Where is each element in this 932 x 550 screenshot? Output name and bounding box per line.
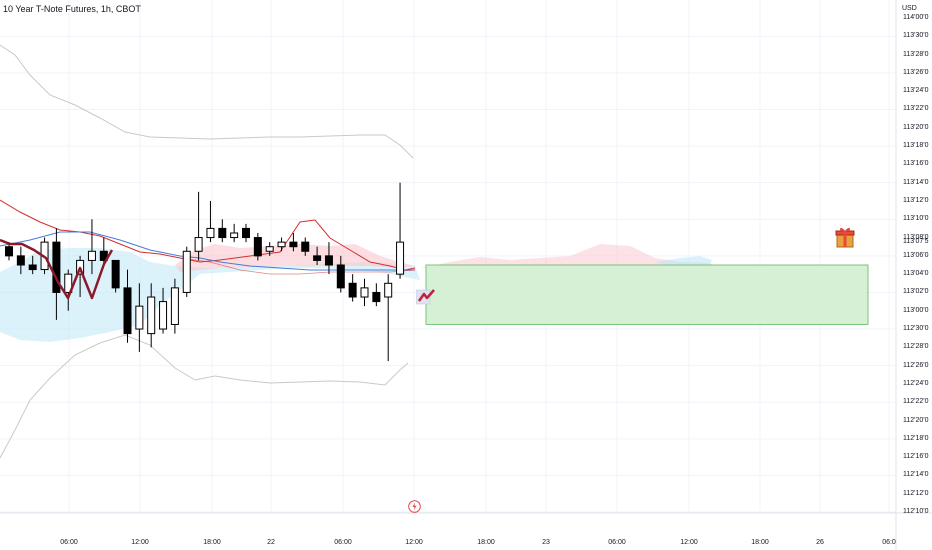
price-axis-label: 113'00'0	[903, 306, 929, 314]
price-axis-label: 112'10'0	[903, 508, 929, 515]
target-zone-box	[425, 264, 869, 325]
price-axis-label: 113'16'0	[903, 160, 929, 168]
lagging-line	[179, 257, 416, 275]
candle-bear	[253, 237, 262, 257]
chart-title: 10 Year T-Note Futures, 1h, CBOT	[3, 4, 141, 14]
candle-bear	[372, 291, 381, 303]
strategy-icon[interactable]	[415, 288, 436, 306]
price-axis-label: 113'26'0	[903, 68, 929, 76]
time-axis-label: 12:00	[680, 539, 698, 546]
candle-bull	[147, 296, 156, 335]
time-axis-label: 06:00	[608, 539, 626, 546]
price-axis-label: 113'04'0	[903, 270, 929, 278]
lightning-icon[interactable]	[408, 500, 421, 513]
candle-bull	[159, 301, 168, 330]
price-axis-label: 112'26'0	[903, 361, 929, 369]
upper-band	[0, 44, 414, 159]
price-axis-label: 113'06'0	[903, 251, 929, 259]
price-axis-label: 113'30'0	[903, 32, 929, 40]
time-axis-label: 18:00	[203, 539, 221, 546]
price-axis-label: 112'24'0	[903, 379, 929, 387]
candle-bull	[135, 305, 144, 330]
candle-bull	[194, 237, 203, 252]
tenkan-line	[0, 199, 416, 271]
price-axis-label: 112'18'0	[903, 434, 929, 442]
candle-bear	[301, 241, 310, 252]
price-axis-label: 113'22'0	[903, 105, 929, 113]
candle-bear	[218, 227, 227, 239]
time-axis-label: 22	[267, 539, 275, 546]
price-axis-label: 112'30'0	[903, 325, 929, 333]
currency-label: USD	[902, 5, 917, 12]
candle-bear	[289, 241, 298, 248]
candle-bull	[384, 282, 393, 298]
price-axis-label: 113'10'0	[903, 215, 929, 223]
indicator-lines	[0, 199, 416, 275]
time-axis-label: 26	[816, 539, 824, 546]
candle-bull	[182, 250, 191, 293]
price-axis-label: 113'28'0	[903, 50, 929, 58]
candle-bear	[123, 287, 132, 335]
bollinger-bands	[0, 44, 414, 459]
price-axis-label: 113'18'0	[903, 142, 929, 150]
price-axis-label: 113'07'5	[903, 238, 929, 246]
cloud-bull	[0, 248, 420, 342]
time-axis-label: 18:00	[477, 539, 495, 546]
candle-bear	[313, 255, 322, 261]
lower-band	[0, 334, 409, 459]
time-axis-label: 23	[542, 539, 550, 546]
candle-bull	[360, 287, 369, 298]
candle-bull	[265, 246, 274, 252]
target-zone[interactable]	[425, 264, 869, 325]
price-axis-label: 112'14'0	[903, 471, 929, 479]
cloud-bear	[175, 244, 415, 272]
candle-bull	[64, 273, 73, 293]
chart-grid	[0, 0, 896, 513]
candle-bull	[206, 227, 215, 239]
gift-icon[interactable]	[835, 226, 855, 248]
price-axis-label: 112'22'0	[903, 398, 929, 406]
zigzag-line	[0, 238, 114, 300]
zigzag-pattern	[0, 238, 114, 300]
candle-bear	[242, 227, 250, 239]
candle-bear	[5, 246, 13, 257]
candle-bear	[28, 264, 37, 271]
time-axis-label: 12:00	[131, 539, 149, 546]
candle-bear	[336, 264, 345, 289]
candle-bull	[87, 250, 96, 261]
time-axis-label: 06:0	[882, 539, 896, 546]
price-axis-label: 113'14'0	[903, 178, 929, 186]
candlesticks	[5, 182, 405, 362]
candle-bear	[348, 282, 357, 298]
price-axis-label: 113'12'0	[903, 196, 929, 204]
time-axis-label: 18:00	[751, 539, 769, 546]
candle-bull	[277, 241, 286, 248]
candle-bear	[52, 241, 61, 293]
candle-bear	[111, 259, 120, 289]
price-axis-label: 112'28'0	[903, 343, 929, 351]
time-axis-label: 06:00	[334, 539, 352, 546]
price-axis-label: 114'00'0	[903, 14, 929, 21]
candle-bull	[230, 232, 239, 239]
price-axis-label: 112'20'0	[903, 416, 929, 424]
price-axis-label: 112'12'0	[903, 489, 929, 497]
candle-bear	[16, 255, 25, 266]
price-axis-label: 113'08'0	[903, 233, 929, 241]
time-axis-label: 12:00	[405, 539, 423, 546]
price-axis-label: 113'20'0	[903, 123, 929, 131]
candle-bear	[324, 255, 333, 266]
price-axis-label: 112'16'0	[903, 453, 929, 461]
candle-bull	[396, 241, 405, 275]
time-axis-label: 06:00	[60, 539, 78, 546]
candle-bull	[170, 287, 179, 325]
price-axis-label: 113'02'0	[903, 288, 929, 296]
kijun-line	[0, 231, 415, 271]
price-axis-label: 113'24'0	[903, 87, 929, 95]
